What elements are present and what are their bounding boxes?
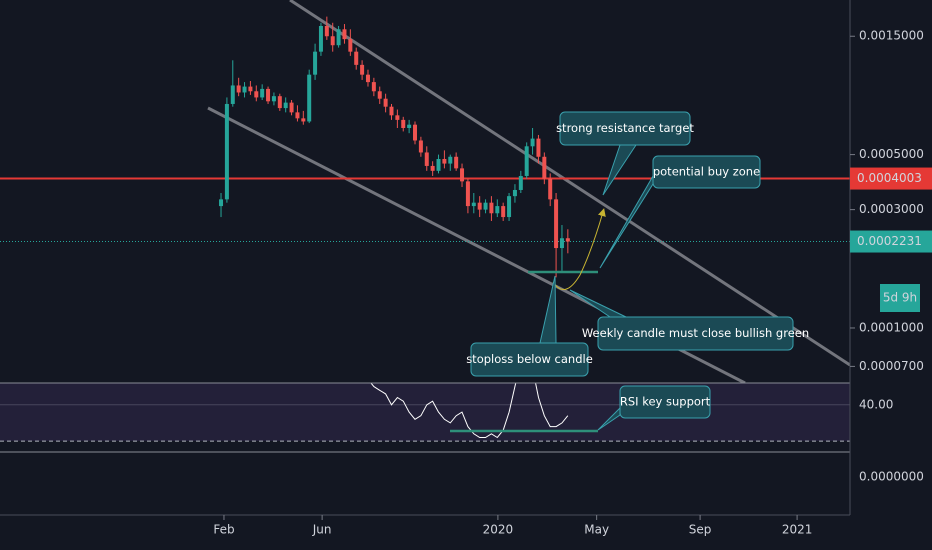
projection-arrow: [552, 208, 606, 290]
candle-body: [436, 158, 441, 171]
candle-body: [524, 146, 529, 176]
candle-body: [424, 152, 429, 166]
candle-body: [242, 86, 247, 93]
candle-body: [483, 202, 488, 210]
candle-body: [324, 25, 329, 37]
candle-body: [266, 88, 271, 102]
candle-body: [430, 165, 435, 171]
candle-body: [442, 158, 447, 164]
candle-body: [330, 36, 335, 46]
y-tick-label: 0.0015000: [859, 29, 924, 43]
callout-box: [619, 385, 711, 419]
candle-body: [465, 181, 470, 207]
candle-body: [336, 29, 341, 46]
price-pane: [0, 0, 850, 383]
candle-body: [530, 138, 535, 147]
candle-body: [413, 124, 418, 141]
candle-body: [377, 91, 382, 99]
candle-body: [518, 175, 523, 190]
callout-box: [652, 155, 761, 189]
candle-body: [360, 64, 365, 75]
annotation: RSI key support: [620, 395, 711, 409]
candle-body: [454, 156, 459, 169]
candle-body: [307, 74, 312, 122]
candle-body: [295, 112, 300, 119]
y-tick-label: 0.0005000: [859, 147, 924, 161]
y-tick-label: 0.0003000: [859, 202, 924, 216]
x-tick-label: 2021: [782, 523, 813, 537]
candle-body: [248, 86, 253, 92]
rsi-line: [370, 383, 569, 439]
trend-line: [289, 0, 850, 367]
x-tick-label: Jun: [312, 523, 332, 537]
candle-body: [542, 156, 547, 179]
callout-box: [597, 316, 794, 351]
countdown-label: 5d 9h: [883, 291, 917, 305]
candle-body: [230, 85, 235, 104]
y-tick-label: 0.0000700: [859, 359, 924, 373]
candle-body: [477, 202, 482, 210]
candle-body: [448, 156, 453, 164]
resistance-label: 0.0004003: [857, 171, 922, 185]
annotation: stoploss below candle: [466, 352, 593, 366]
resistance-label-box: [850, 167, 932, 190]
x-tick-label: Sep: [689, 523, 712, 537]
candle-body: [236, 85, 241, 93]
rsi-band: [0, 383, 850, 441]
candle-body: [283, 102, 288, 109]
candle-body: [559, 238, 564, 249]
y-tick-label: 0.0001000: [859, 320, 924, 334]
candle-body: [536, 138, 541, 157]
candle-body: [565, 238, 570, 242]
candle-body: [507, 196, 512, 218]
candle-body: [301, 118, 306, 122]
candle-body: [342, 29, 347, 40]
candle-body: [318, 25, 323, 52]
lower-tick-label: 0.0000000: [859, 470, 924, 484]
candle-body: [219, 199, 224, 207]
candle-body: [489, 202, 494, 214]
candle-body: [224, 103, 229, 200]
callout-box: [470, 342, 589, 377]
candle-body: [371, 82, 376, 92]
x-tick-label: May: [584, 523, 609, 537]
last-price-label: 0.0002231: [857, 234, 922, 248]
candle-body: [512, 189, 517, 197]
candle-body: [407, 124, 412, 129]
candle-body: [260, 88, 265, 98]
annotation: Weekly candle must close bullish green: [582, 326, 809, 340]
candle-body: [418, 140, 423, 153]
candle-body: [271, 96, 276, 102]
countdown-box: [880, 284, 920, 312]
candle-body: [365, 74, 370, 83]
candle-body: [471, 202, 476, 207]
x-tick-label: Feb: [213, 523, 234, 537]
candle-body: [548, 178, 553, 200]
candle-body: [289, 102, 294, 113]
candle-body: [313, 51, 318, 75]
candle-body: [277, 96, 282, 109]
candle-body: [554, 199, 559, 249]
annotation: potential buy zone: [653, 165, 760, 179]
candle-body: [254, 91, 259, 98]
callout-box: [559, 111, 691, 146]
candle-body: [395, 115, 400, 120]
candle-body: [348, 39, 353, 52]
candle-body: [354, 51, 359, 65]
overlay: 0.0004003 0.0002231 5d 9h strong resistance…: [466, 111, 932, 431]
last-price-box: [850, 230, 932, 253]
candle-body: [501, 206, 506, 218]
candle-body: [401, 119, 406, 129]
x-tick-label: 2020: [483, 523, 514, 537]
candle-body: [389, 106, 394, 116]
candle-body: [383, 98, 388, 107]
rsi-tick-label: 40.00: [859, 397, 893, 411]
candle-body: [460, 168, 465, 182]
annotation: strong resistance target: [556, 121, 694, 135]
candle-body: [495, 206, 500, 214]
